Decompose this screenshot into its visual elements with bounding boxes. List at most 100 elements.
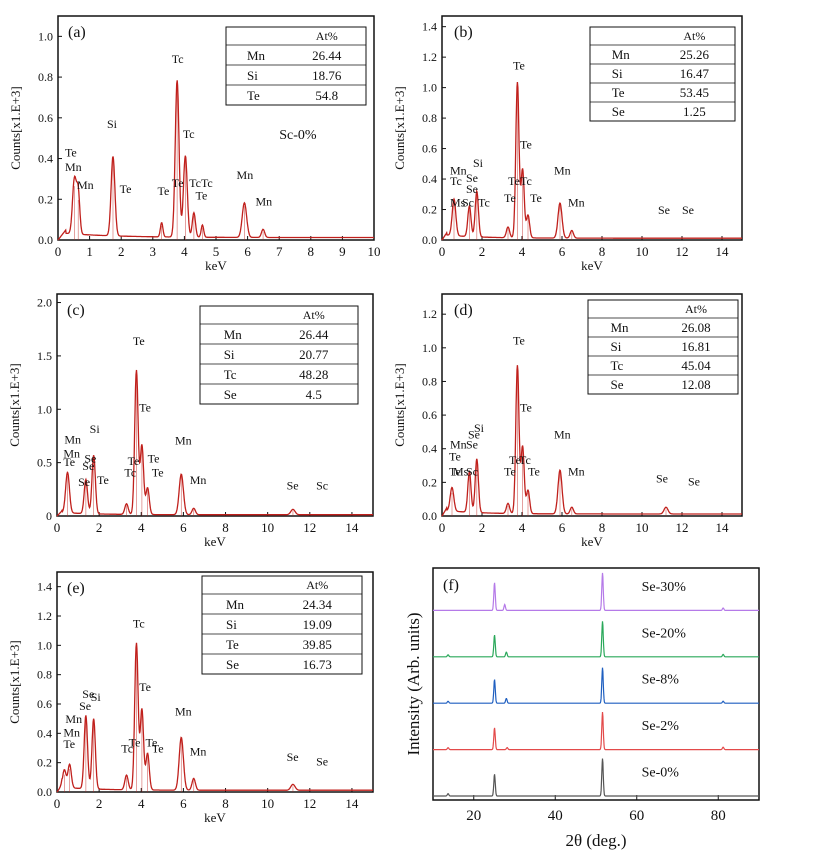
peak-annotation: Te <box>172 176 184 190</box>
series-label: Se-20% <box>642 626 687 641</box>
y-tick-label: 0.4 <box>38 152 53 166</box>
x-tick-label: 12 <box>676 520 689 535</box>
peak-annotation: Te <box>139 400 151 414</box>
table-element: Si <box>611 339 622 354</box>
plot-frame <box>56 571 374 793</box>
x-tick-label: 6 <box>559 520 566 535</box>
x-tick-label: 4 <box>138 520 145 535</box>
x-tick-label: 8 <box>599 244 606 259</box>
y-axis-label: Counts[x1.E+3] <box>392 363 407 447</box>
peak-annotation: Se <box>316 755 328 769</box>
y-tick-label: 0.4 <box>422 442 437 456</box>
peak-annotation: Tc <box>121 741 133 755</box>
table-value: 1.25 <box>683 104 706 119</box>
peak-annotation: Te <box>152 741 164 755</box>
peak-annotation: Si <box>107 117 118 131</box>
x-tick-label: 10 <box>636 244 649 259</box>
y-tick-label: 0.0 <box>37 785 52 799</box>
y-tick-label: 1.5 <box>37 349 52 363</box>
x-tick-label: 40 <box>548 808 563 824</box>
peak-annotation: Sc <box>316 478 328 492</box>
x-axis-label: keV <box>581 534 603 549</box>
table-element: Si <box>224 347 235 362</box>
peak-annotation: Mn <box>568 195 585 209</box>
peak-annotation: Te <box>520 401 532 415</box>
table-value: 24.34 <box>303 597 333 612</box>
y-tick-label: 0.8 <box>37 668 52 682</box>
peak-annotation: Se <box>287 478 299 492</box>
peak-annotation: Te <box>513 58 525 72</box>
xrd-pattern-line <box>433 712 759 751</box>
xrd-pattern-line <box>433 572 759 611</box>
peak-annotation: Tc <box>183 127 195 141</box>
x-tick-label: 14 <box>345 796 359 811</box>
y-tick-label: 1.4 <box>37 580 52 594</box>
x-axis-label: keV <box>204 810 226 825</box>
peak-annotation: Mn <box>77 178 94 192</box>
peak-annotation: Tc <box>124 466 136 480</box>
table-value: 18.76 <box>312 68 342 83</box>
peak-annotation: Se <box>79 699 91 713</box>
peak-annotation: Te <box>63 737 75 751</box>
series-label: Se-0% <box>642 766 680 781</box>
y-tick-label: 0.4 <box>37 726 52 740</box>
x-tick-label: 10 <box>261 796 274 811</box>
peak-annotation: Mn <box>64 432 81 446</box>
x-tick-label: 2 <box>479 244 486 259</box>
table-value: 16.73 <box>303 657 332 672</box>
panel-label: (d) <box>454 302 473 319</box>
peak-annotation: Te <box>120 182 132 196</box>
peak-annotation: Te <box>530 191 542 205</box>
peak-annotation: Sc <box>462 195 474 209</box>
x-tick-label: 0 <box>54 796 61 811</box>
x-tick-label: 0 <box>54 520 61 535</box>
y-tick-label: 1.2 <box>37 609 52 623</box>
y-tick-label: 0.8 <box>422 374 437 388</box>
peak-annotation: Se <box>82 459 94 473</box>
table-value: 45.04 <box>681 358 711 373</box>
y-tick-label: 0.5 <box>37 456 52 470</box>
table-element: Mn <box>611 320 630 335</box>
y-tick-label: 0.2 <box>38 192 53 206</box>
x-tick-label: 10 <box>261 520 274 535</box>
table-value: 16.81 <box>681 339 710 354</box>
x-tick-label: 10 <box>636 520 649 535</box>
composition-table <box>199 305 359 405</box>
peak-annotation: Mn <box>190 744 207 758</box>
x-tick-label: 20 <box>466 808 481 824</box>
x-tick-label: 2 <box>96 796 103 811</box>
table-header: At% <box>303 308 325 322</box>
table-value: 48.28 <box>299 367 328 382</box>
peak-annotation: Se <box>466 182 478 196</box>
peak-annotation: Mn <box>63 446 80 460</box>
table-value: 26.44 <box>312 48 342 63</box>
y-tick-label: 0.6 <box>37 697 52 711</box>
panel-label: (f) <box>443 577 459 594</box>
x-tick-label: 2 <box>96 520 103 535</box>
table-value: 12.08 <box>681 377 710 392</box>
table-header: At% <box>683 29 705 43</box>
y-tick-label: 0.2 <box>37 756 52 770</box>
peak-annotation: Se <box>466 438 478 452</box>
table-element: Si <box>247 68 258 83</box>
peak-annotation: Mn <box>450 163 467 177</box>
peak-annotation: Te <box>63 455 75 469</box>
peak-annotation: Mn <box>175 705 192 719</box>
y-axis-label: Counts[x1.E+3] <box>7 363 22 447</box>
table-element: Te <box>247 88 260 103</box>
sample-label: Sc-0% <box>279 128 317 143</box>
peak-annotation: Te <box>509 453 521 467</box>
peak-annotation: Tc <box>478 195 490 209</box>
x-axis-label: keV <box>581 258 603 273</box>
panel-label: (b) <box>454 24 473 41</box>
x-tick-label: 2 <box>479 520 486 535</box>
peak-annotation: Se <box>287 750 299 764</box>
peak-annotation: Te <box>504 465 516 479</box>
x-tick-label: 8 <box>308 244 315 259</box>
peak-annotation: Mn <box>554 428 571 442</box>
x-tick-label: 4 <box>138 796 145 811</box>
y-tick-label: 0.6 <box>38 111 53 125</box>
table-element: Se <box>226 657 239 672</box>
peak-annotation: Mn <box>554 163 571 177</box>
